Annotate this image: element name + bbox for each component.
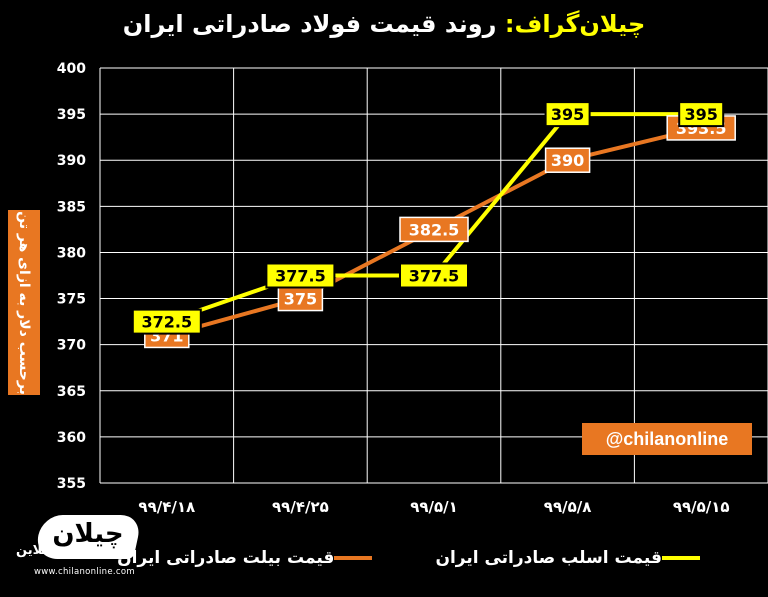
x-tick-label: ۹۹/۴/۱۸ — [138, 498, 195, 516]
data-label-text: 395 — [551, 105, 584, 124]
y-tick-label: 390 — [57, 153, 86, 169]
data-label-box — [277, 285, 324, 312]
y-axis-label: برحسب دلار به ازای هر تن — [8, 210, 40, 395]
title-text: روند قیمت فولاد صادراتی ایران — [122, 10, 497, 38]
data-label-text: 372.5 — [141, 313, 192, 332]
chilan-logo: چیلان آنلاین www.chilanonline.com — [16, 515, 146, 585]
y-tick-label: 395 — [57, 107, 86, 123]
legend-swatch-billet — [334, 556, 373, 560]
y-tick-label: 400 — [57, 61, 86, 77]
data-label-text: 382.5 — [409, 220, 460, 239]
data-label-box — [678, 101, 725, 128]
data-label-text: 377.5 — [409, 267, 460, 286]
axis-layer: 355 360 365 370 375 380 385 390 395 400 ۹۹/۴/۱۸ ۹۹/… — [57, 61, 730, 516]
brand-label: چیلان‌گراف: — [504, 10, 646, 38]
data-label-box — [265, 262, 336, 289]
data-label-box — [399, 216, 469, 243]
y-tick-label: 365 — [57, 384, 86, 400]
x-tick-label: ۹۹/۴/۲۵ — [272, 498, 329, 516]
x-tick-label: ۹۹/۵/۱۵ — [673, 498, 730, 516]
logo-url: www.chilanonline.com — [34, 567, 135, 577]
data-label-slab: 395 — [678, 101, 725, 128]
chart-legend: قیمت اسلب صادراتی ایران قیمت بیلت صادرات… — [62, 548, 708, 568]
y-tick-label: 385 — [57, 199, 86, 215]
chart-title: چیلان‌گراف: روند قیمت فولاد صادراتی ایرا… — [0, 10, 768, 38]
y-tick-label: 355 — [57, 476, 86, 492]
data-label-text: 377.5 — [275, 267, 326, 286]
data-label-billet: 382.5 — [399, 216, 469, 243]
grid-layer — [99, 67, 768, 484]
legend-label-slab: قیمت اسلب صادراتی ایران — [435, 548, 662, 568]
data-label-box — [544, 101, 591, 128]
x-tick-label: ۹۹/۵/۸ — [544, 498, 592, 516]
y-tick-label: 360 — [57, 430, 86, 446]
y-tick-label: 380 — [57, 245, 86, 261]
logo-accent: آنلاین — [16, 543, 52, 558]
data-label-slab: 377.5 — [399, 262, 469, 289]
data-label-slab: 377.5 — [265, 262, 336, 289]
y-tick-label: 375 — [57, 292, 86, 308]
x-tick-label: ۹۹/۵/۱ — [410, 498, 458, 516]
social-handle-text: @chilanonline — [605, 428, 729, 449]
data-label-billet: 390 — [544, 147, 591, 173]
data-label-text: 375 — [284, 290, 317, 309]
data-label-billet: 375 — [277, 285, 324, 312]
logo-name: چیلان — [52, 519, 124, 549]
data-label-slab: 372.5 — [131, 308, 202, 335]
data-label-slab: 395 — [544, 101, 591, 128]
legend-swatch-slab — [662, 556, 700, 560]
y-axis-label-text: برحسب دلار به ازای هر تن — [16, 210, 33, 395]
legend-item-slab: قیمت اسلب صادراتی ایران — [435, 548, 708, 568]
data-label-text: 390 — [551, 151, 584, 170]
data-label-text: 395 — [684, 105, 717, 124]
data-label-box — [399, 262, 469, 289]
y-tick-label: 370 — [57, 338, 86, 354]
data-label-box — [544, 147, 591, 173]
legend-item-billet: قیمت بیلت صادراتی ایران — [117, 548, 380, 568]
legend-label-billet: قیمت بیلت صادراتی ایران — [117, 548, 335, 568]
data-label-box — [131, 308, 202, 335]
social-handle-badge: @chilanonline — [582, 423, 752, 455]
